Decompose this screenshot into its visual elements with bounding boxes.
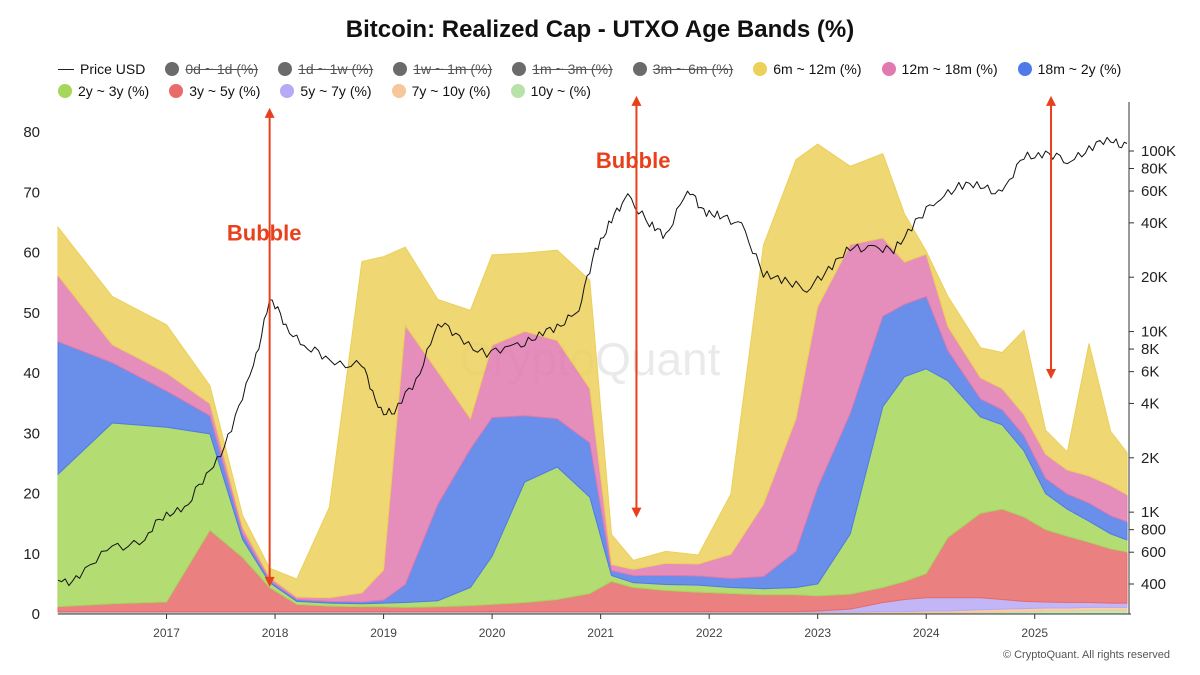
dot-swatch-icon — [165, 62, 180, 76]
legend-item[interactable]: 7y ~ 10y (%) — [391, 83, 491, 99]
annotation-label: Bubble — [596, 148, 671, 173]
legend: Price USD 0d ~ 1d (%) 1d ~ 1w (%) 1w ~ 1m (… — [58, 58, 1168, 102]
legend-label: 3y ~ 5y (%) — [189, 83, 261, 99]
legend-label: 2y ~ 3y (%) — [78, 83, 150, 99]
legend-label: 3m ~ 6m (%) — [652, 61, 734, 77]
legend-label: 10y ~ (%) — [530, 83, 591, 99]
legend-item[interactable]: 0d ~ 1d (%) — [165, 61, 258, 77]
legend-label: 1d ~ 1w (%) — [298, 61, 374, 77]
legend-label: 1w ~ 1m (%) — [413, 61, 493, 77]
y-right-tick-label: 100K — [1141, 143, 1176, 160]
y-left-tick-label: 60 — [23, 245, 40, 262]
y-right-tick-label: 400 — [1141, 576, 1166, 593]
legend-item[interactable]: 1w ~ 1m (%) — [393, 61, 492, 77]
legend-label: 12m ~ 18m (%) — [901, 61, 998, 77]
legend-item[interactable]: 10y ~ (%) — [510, 83, 591, 99]
legend-label: 18m ~ 2y (%) — [1037, 61, 1122, 77]
y-left-tick-label: 70 — [23, 184, 40, 201]
y-right-tick-label: 10K — [1141, 324, 1168, 341]
dot-swatch-icon — [278, 62, 293, 76]
x-tick-label: 2019 — [370, 626, 397, 640]
y-right-tick-label: 2K — [1141, 450, 1159, 467]
y-left-tick-label: 50 — [23, 305, 40, 322]
dot-swatch-icon — [1017, 62, 1032, 76]
y-left-tick-label: 30 — [23, 425, 40, 442]
legend-item[interactable]: 5y ~ 7y (%) — [280, 83, 372, 99]
dot-swatch-icon — [169, 84, 184, 98]
legend-item[interactable]: 3m ~ 6m (%) — [632, 61, 734, 77]
x-tick-label: 2020 — [479, 626, 506, 640]
arrowhead-up-icon — [264, 107, 275, 118]
price-line — [57, 136, 1128, 587]
legend-item[interactable]: 3y ~ 5y (%) — [169, 83, 260, 99]
y-right-tick-label: 40K — [1141, 215, 1168, 232]
x-tick-label: 2025 — [1021, 626, 1048, 640]
legend-label: 6m ~ 12m (%) — [773, 61, 862, 77]
chart-title: Bitcoin: Realized Cap - UTXO Age Bands (… — [345, 16, 855, 43]
y-right-tick-label: 6K — [1141, 364, 1159, 381]
x-tick-label: 2017 — [153, 626, 180, 640]
y-left-tick-label: 80 — [23, 124, 40, 141]
legend-item[interactable]: 2y ~ 3y (%) — [58, 83, 149, 99]
y-right-tick-label: 600 — [1141, 544, 1166, 561]
legend-label: 0d ~ 1d (%) — [185, 61, 259, 77]
x-tick-label: 2022 — [696, 626, 723, 640]
y-right-tick-label: 1K — [1141, 504, 1159, 521]
copyright-notice: © CryptoQuant. All rights reserved — [1002, 649, 1170, 661]
dot-swatch-icon — [280, 84, 295, 98]
dot-swatch-icon — [881, 62, 896, 76]
y-left-tick-label: 10 — [23, 546, 40, 563]
arrowhead-down-icon — [631, 507, 642, 518]
x-tick-label: 2018 — [262, 626, 289, 640]
dot-swatch-icon — [393, 62, 408, 76]
y-right-tick-label: 20K — [1141, 269, 1168, 286]
legend-label: 7y ~ 10y (%) — [411, 83, 491, 99]
dot-swatch-icon — [391, 84, 406, 98]
area-series-6m-12m- — [57, 143, 1128, 599]
dot-swatch-icon — [58, 84, 72, 98]
y-right-tick-label: 60K — [1141, 183, 1168, 200]
legend-item[interactable]: 18m ~ 2y (%) — [1017, 61, 1122, 77]
dot-swatch-icon — [753, 62, 768, 76]
legend-item[interactable]: Price USD — [58, 61, 145, 77]
annotation-label: Bubble — [227, 220, 302, 245]
legend-label: Price USD — [80, 61, 146, 77]
y-left-tick-label: 40 — [23, 365, 40, 382]
legend-row: 2y ~ 3y (%) 3y ~ 5y (%) 5y ~ 7y (%) 7y ~ 10… — [58, 80, 1168, 102]
x-tick-label: 2024 — [913, 626, 940, 640]
legend-item[interactable]: 6m ~ 12m (%) — [753, 61, 862, 77]
y-left-tick-label: 20 — [23, 486, 40, 503]
legend-label: 1m ~ 3m (%) — [532, 61, 613, 77]
legend-row: Price USD 0d ~ 1d (%) 1d ~ 1w (%) 1w ~ 1m (… — [58, 58, 1168, 80]
line-swatch-icon — [58, 68, 74, 70]
x-tick-label: 2023 — [804, 626, 831, 640]
y-right-tick-label: 4K — [1141, 395, 1159, 412]
arrowhead-up-icon — [631, 95, 642, 106]
dot-swatch-icon — [632, 62, 647, 76]
arrowhead-down-icon — [264, 576, 275, 587]
y-left-tick-label: 0 — [32, 606, 40, 623]
y-right-tick-label: 8K — [1141, 341, 1159, 358]
legend-label: 5y ~ 7y (%) — [300, 83, 372, 99]
x-tick-label: 2021 — [587, 626, 614, 640]
legend-item[interactable]: 1m ~ 3m (%) — [512, 61, 613, 77]
y-right-tick-label: 800 — [1141, 522, 1166, 539]
legend-item[interactable]: 1d ~ 1w (%) — [278, 61, 373, 77]
dot-swatch-icon — [512, 62, 527, 76]
y-right-tick-label: 80K — [1141, 160, 1168, 177]
dot-swatch-icon — [510, 84, 525, 98]
legend-item[interactable]: 12m ~ 18m (%) — [881, 61, 998, 77]
arrowhead-down-icon — [1046, 369, 1057, 380]
arrowhead-up-icon — [1046, 95, 1057, 106]
